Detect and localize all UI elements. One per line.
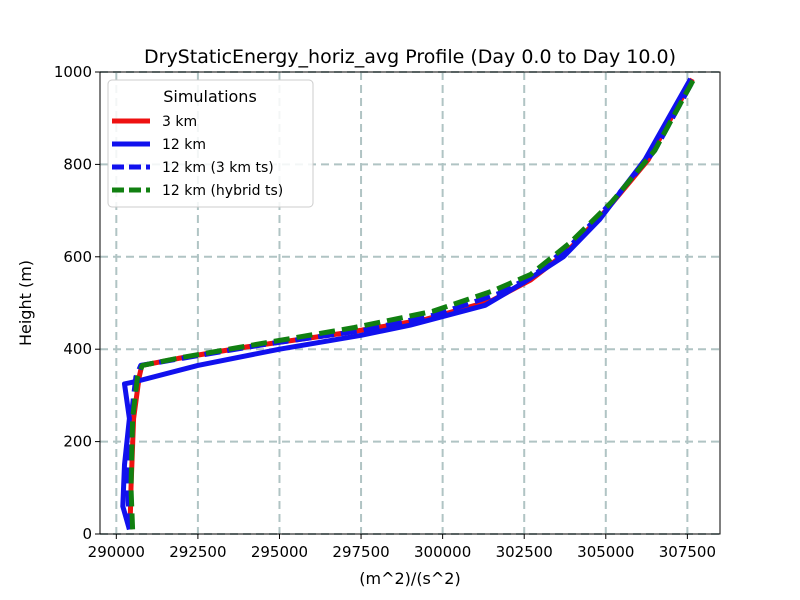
y-tick-label: 0 — [82, 525, 92, 543]
legend-item-label: 12 km (hybrid ts) — [162, 183, 283, 199]
series-line-1 — [120, 77, 693, 531]
series-line-3 — [128, 77, 697, 530]
y-tick-label: 200 — [63, 433, 92, 451]
legend-box — [107, 79, 314, 208]
legend: Simulations 3 km 12 km 12 km (3 km ts) 12 k… — [107, 79, 314, 208]
y-tick-label: 800 — [63, 155, 92, 173]
ticks: 290000 292500 295000 297500 300000 302500 3050… — [54, 63, 716, 561]
y-tick-label: 600 — [63, 248, 92, 266]
x-tick-label: 295000 — [251, 543, 308, 561]
legend-item-label: 3 km — [162, 114, 197, 130]
y-tick-label: 1000 — [54, 63, 92, 81]
x-axis-label: (m^2)/(s^2) — [359, 569, 460, 588]
y-tick-label: 400 — [63, 340, 92, 358]
x-tick-label: 305000 — [577, 543, 634, 561]
y-axis-label: Height (m) — [16, 260, 35, 346]
x-tick-label: 302500 — [496, 543, 553, 561]
plot-frame — [99, 71, 721, 535]
x-tick-label: 297500 — [332, 543, 389, 561]
grid — [100, 71, 720, 535]
legend-item-label: 12 km — [162, 137, 206, 153]
x-tick-label: 307500 — [659, 543, 716, 561]
legend-title: Simulations — [163, 87, 257, 106]
chart-title: DryStaticEnergy_horiz_avg Profile (Day 0… — [144, 46, 676, 68]
legend-item-label: 12 km (3 km ts) — [162, 160, 274, 176]
x-tick-label: 292500 — [169, 543, 226, 561]
x-tick-label: 290000 — [88, 543, 145, 561]
x-tick-label: 300000 — [414, 543, 471, 561]
series-lines — [120, 77, 697, 531]
